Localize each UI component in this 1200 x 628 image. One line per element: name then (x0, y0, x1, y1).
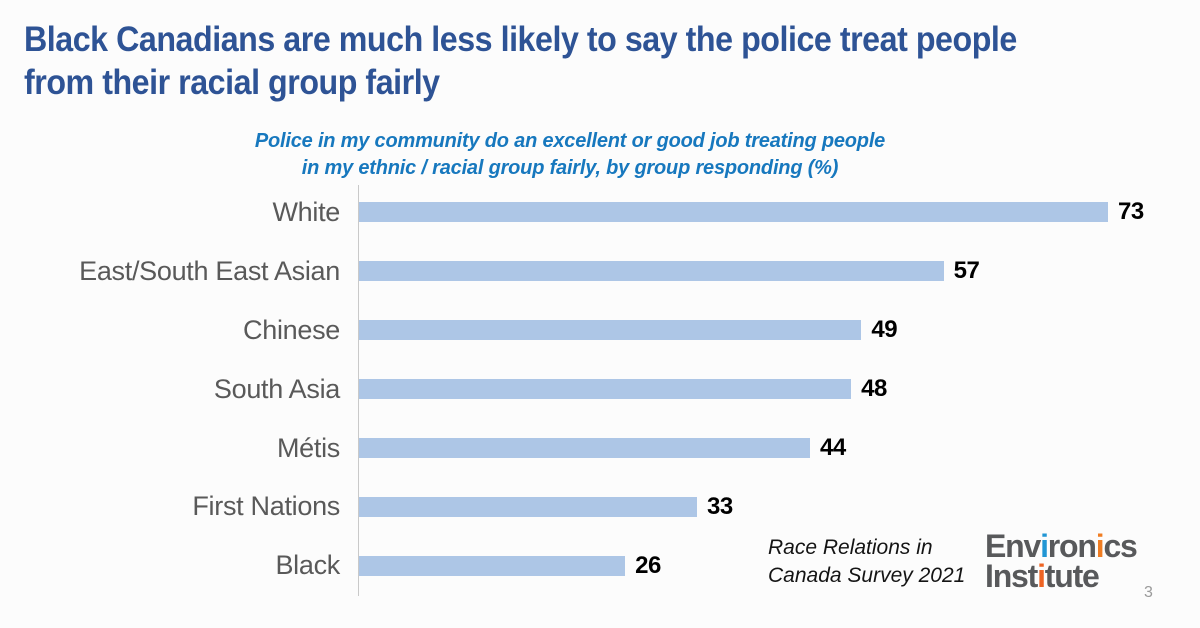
category-label: South Asia (213, 373, 340, 404)
bar (358, 438, 811, 458)
bar-row: First Nations 33 (0, 477, 1200, 536)
category-label: Métis (276, 432, 340, 463)
chart-subtitle-line-2: in my ethnic / racial group fairly, by g… (301, 157, 839, 179)
value-label: 33 (707, 492, 733, 520)
logo-text-segment: ron (1047, 528, 1097, 564)
page-number: 3 (1144, 584, 1153, 601)
bar-track: 49 (358, 301, 1200, 360)
logo-text-segment: i (1037, 558, 1046, 594)
source-note-line-2: Canada Survey 2021 (768, 564, 966, 587)
value-label: 44 (820, 434, 846, 461)
environics-institute-logo: Environics Institute (985, 528, 1138, 594)
logo-text-segment: i (1095, 528, 1105, 564)
bar-track: 44 (358, 419, 1200, 478)
value-label: 57 (953, 257, 980, 285)
bar-track: 33 (358, 477, 1200, 536)
logo-text-segment: Inst (985, 558, 1038, 594)
category-label: Black (275, 550, 340, 581)
bar-row: White 73 (0, 183, 1200, 242)
bar-track: 73 (358, 183, 1200, 242)
category-label: First Nations (192, 491, 340, 522)
bar-row: Black 26 (0, 536, 1200, 595)
source-note-line-1: Race Relations in (768, 536, 933, 559)
bar (358, 555, 626, 576)
logo-text-segment: tute (1044, 558, 1100, 594)
value-label: 48 (861, 375, 887, 403)
bar (358, 202, 1108, 223)
value-label: 49 (871, 316, 898, 344)
slide-title-line-1: Black Canadians are much less likely to … (24, 20, 1017, 59)
logo-line-2: Institute (985, 558, 1137, 594)
y-axis-line (358, 185, 359, 596)
bar-row: South Asia 48 (0, 360, 1200, 419)
category-label: White (272, 196, 340, 227)
logo-text-segment: i (1040, 528, 1049, 564)
bar-row: Chinese 49 (0, 301, 1200, 360)
source-note: Race Relations in Canada Survey 2021 (768, 534, 965, 590)
logo-text-segment: Env (985, 528, 1041, 564)
bar-track: 57 (358, 242, 1200, 301)
logo-text-segment: cs (1103, 528, 1137, 564)
chart-subtitle: Police in my community do an excellent o… (170, 128, 970, 182)
slide-title: Black Canadians are much less likely to … (24, 18, 1017, 104)
bar-row: East/South East Asian 57 (0, 242, 1200, 301)
bar-rows: White 73 East/South East Asian 57 Chinese 49 S… (0, 183, 1200, 595)
chart-subtitle-line-1: Police in my community do an excellent o… (254, 130, 886, 152)
bar (358, 379, 852, 400)
bar (358, 320, 862, 341)
category-label: East/South East Asian (79, 255, 340, 286)
bar-track: 26 (358, 536, 1200, 595)
category-label: Chinese (243, 314, 340, 345)
logo-line-1: Environics (985, 528, 1138, 564)
bar-track: 48 (358, 360, 1200, 419)
bar (358, 496, 698, 517)
value-label: 73 (1118, 198, 1144, 226)
bar-chart: White 73 East/South East Asian 57 Chinese 49 S… (0, 183, 1200, 596)
bar (358, 261, 944, 282)
value-label: 26 (635, 551, 661, 579)
bar-row: Métis 44 (0, 419, 1200, 478)
slide-title-line-2: from their racial group fairly (24, 63, 440, 102)
